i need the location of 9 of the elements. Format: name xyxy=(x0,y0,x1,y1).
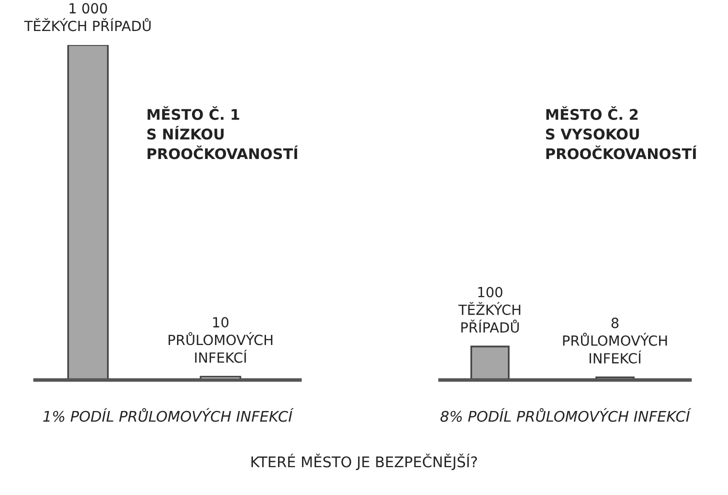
data-label: 1 000 TĚŽKÝCH PŘÍPADŮ xyxy=(24,3,151,32)
text: KTERÉ MĚSTO JE BEZPEČNĚJŠÍ? xyxy=(251,454,477,470)
annotation: MĚSTO Č. 1 S NÍZKOU PROOČKOVANOSTÍ xyxy=(147,106,298,160)
text: MĚSTO Č. 2 S VYSOKOU PROOČKOVANOSTÍ xyxy=(546,106,697,160)
x-axis-title: 8% PODÍL PRŮLOMOVÝCH INFEKCÍ xyxy=(440,408,692,422)
x-axis-title: 1% PODÍL PRŮLOMOVÝCH INFEKCÍ xyxy=(43,408,294,422)
data-label: 10 PRŮLOMOVÝCH INFEKCÍ xyxy=(168,317,272,363)
data-label: 8 PRŮLOMOVÝCH INFEKCÍ xyxy=(563,318,667,364)
data-label: 100 TĚŽKÝCH PŘÍPADŮ xyxy=(458,286,520,333)
